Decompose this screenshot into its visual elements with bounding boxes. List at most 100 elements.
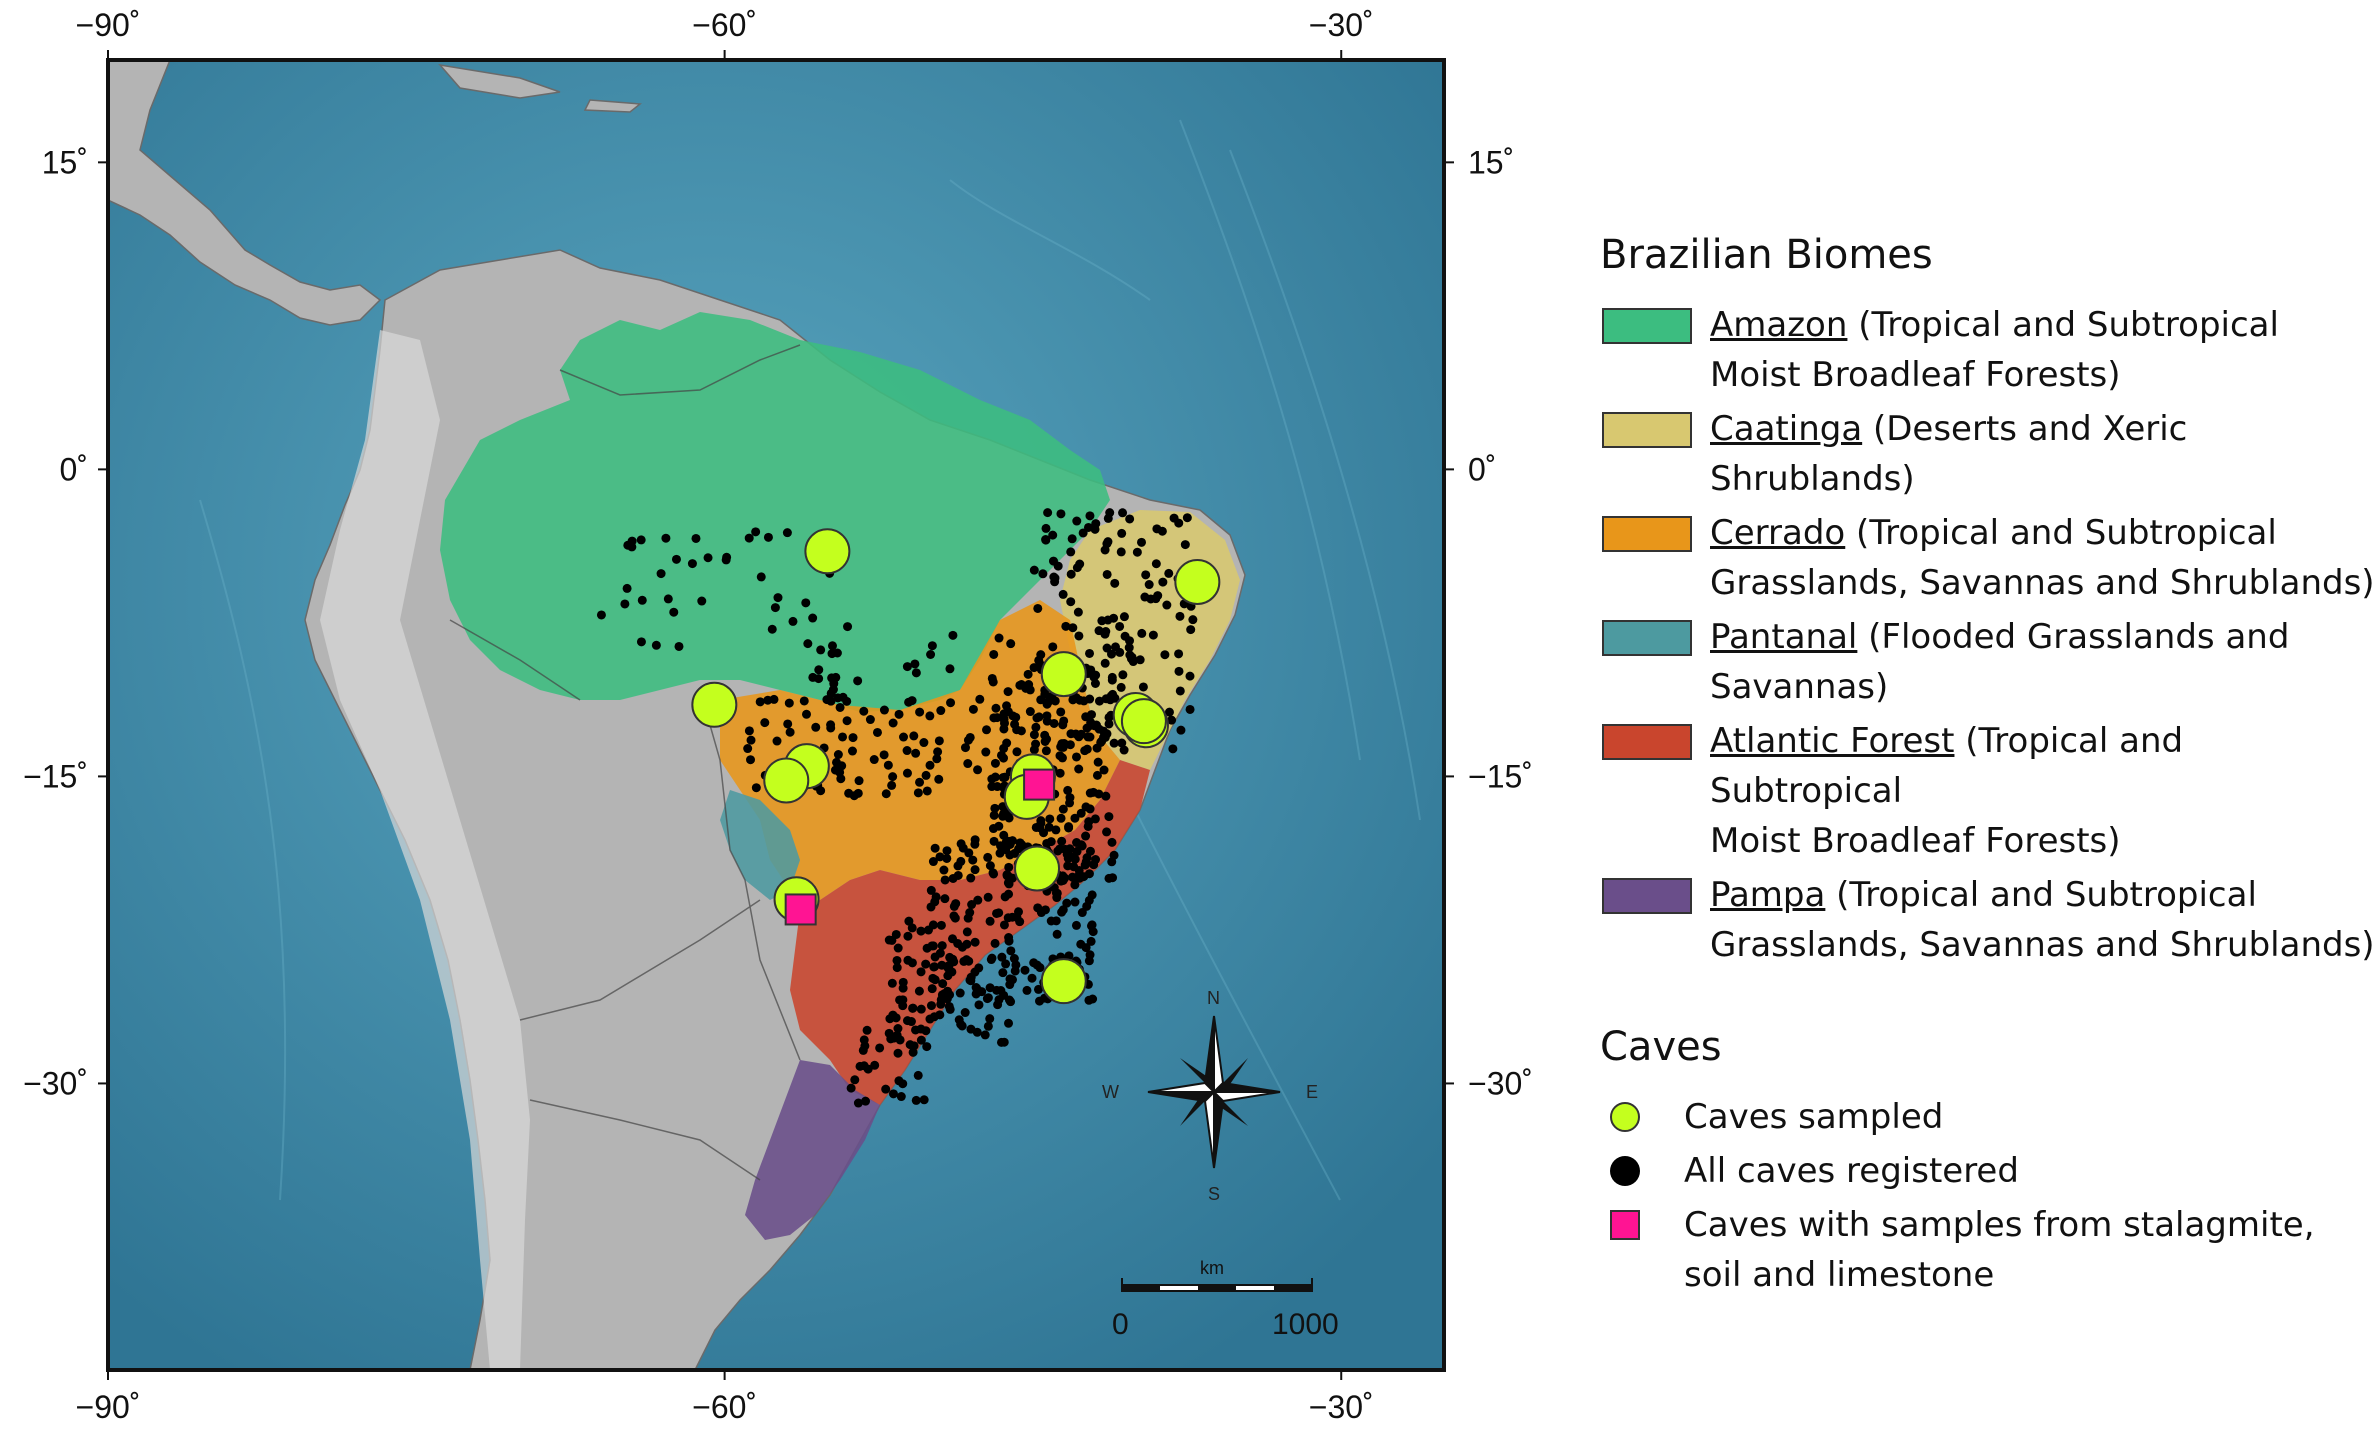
sampled-cave-marker: [1120, 698, 1167, 745]
registered-cave-dot: [893, 1024, 903, 1034]
registered-cave-dot: [1031, 722, 1041, 732]
registered-cave-dot: [985, 916, 995, 926]
registered-cave-dot: [1180, 540, 1190, 550]
registered-cave-dot: [989, 810, 999, 820]
registered-cave-dot: [945, 990, 955, 1000]
y-tick-label-left: 15˚: [42, 144, 88, 180]
registered-cave-dot: [1081, 831, 1091, 841]
registered-cave-dot: [1137, 537, 1147, 547]
registered-cave-dot: [801, 598, 811, 608]
registered-cave-dot: [669, 607, 679, 617]
registered-cave-dot: [1058, 720, 1068, 730]
registered-cave-dot: [853, 676, 863, 686]
registered-cave-dot: [925, 760, 935, 770]
registered-cave-dot: [895, 995, 905, 1005]
registered-cave-dot: [697, 596, 707, 606]
legend: Brazilian Biomes Amazon (Tropical and Su…: [1600, 232, 2380, 1304]
sampled-cave-marker: [804, 528, 851, 575]
registered-cave-dot: [894, 709, 904, 719]
registered-cave-dot: [816, 645, 826, 655]
y-tick-label-left: 0˚: [60, 451, 88, 487]
registered-cave-dot: [990, 803, 1000, 813]
registered-cave-dot: [967, 900, 977, 910]
registered-cave-dot: [915, 707, 925, 717]
registered-cave-dot: [763, 532, 773, 542]
x-tick-label-top: −30˚: [1309, 7, 1374, 43]
registered-cave-dot: [887, 780, 897, 790]
registered-cave-dot: [1034, 655, 1044, 665]
registered-cave-dot: [1063, 785, 1073, 795]
biome-description: (Tropical and Subtropical: [1825, 875, 2257, 915]
registered-cave-dot: [1099, 765, 1109, 775]
cave-legend-label-line2: soil and limestone: [1684, 1255, 1995, 1295]
registered-cave-dot: [1061, 621, 1071, 631]
registered-cave-dot: [1004, 862, 1014, 872]
registered-cave-dot: [1072, 846, 1082, 856]
registered-cave-dot: [661, 533, 671, 543]
registered-cave-dot: [788, 616, 798, 626]
registered-cave-dot: [953, 938, 963, 948]
registered-cave-dot: [1051, 825, 1061, 835]
registered-cave-dot: [1004, 836, 1014, 846]
registered-cave-dot: [1056, 813, 1066, 823]
registered-cave-dot: [1041, 523, 1051, 533]
registered-cave-dot: [1029, 663, 1039, 673]
y-tick-label-right: 0˚: [1468, 451, 1496, 487]
registered-cave-dot: [596, 610, 606, 620]
registered-cave-dot: [1040, 730, 1050, 740]
registered-cave-dot: [1004, 879, 1014, 889]
registered-cave-dot: [744, 533, 754, 543]
registered-cave-dot: [1087, 920, 1097, 930]
registered-cave-dot: [801, 709, 811, 719]
registered-cave-dot: [1088, 994, 1098, 1004]
registered-cave-dot: [1058, 589, 1068, 599]
registered-cave-dot: [746, 735, 756, 745]
registered-cave-dot: [1075, 695, 1085, 705]
registered-cave-dot: [991, 703, 1001, 713]
registered-cave-dot: [1066, 547, 1076, 557]
registered-cave-dot: [772, 736, 782, 746]
registered-cave-dot: [999, 990, 1009, 1000]
registered-cave-dot: [975, 694, 985, 704]
registered-cave-dot: [1174, 649, 1184, 659]
registered-cave-dot: [1058, 804, 1068, 814]
registered-cave-dot: [622, 583, 632, 593]
registered-cave-dot: [1025, 707, 1035, 717]
registered-cave-dot: [937, 941, 947, 951]
registered-cave-dot: [911, 748, 921, 758]
biome-description: (Tropical and Subtropical: [1847, 305, 2279, 345]
registered-cave-dot: [992, 782, 1002, 792]
registered-cave-dot: [896, 1092, 906, 1102]
registered-cave-dot: [1138, 682, 1148, 692]
registered-cave-dot: [1022, 985, 1032, 995]
registered-cave-dot: [1164, 707, 1174, 717]
registered-cave-dot: [992, 713, 1002, 723]
registered-cave-dot: [1174, 518, 1184, 528]
registered-cave-dot: [1185, 704, 1195, 714]
registered-cave-dot: [1090, 524, 1100, 534]
registered-cave-dot: [1115, 621, 1125, 631]
registered-cave-dot: [1023, 669, 1033, 679]
registered-cave-dot: [911, 668, 921, 678]
map-frame: [106, 58, 1446, 1372]
registered-cave-dot: [803, 639, 813, 649]
registered-cave-dot: [860, 1041, 870, 1051]
registered-cave-dot: [935, 852, 945, 862]
registered-cave-dot: [994, 633, 1004, 643]
biome-description-line2: Savannas): [1710, 667, 1889, 707]
registered-cave-dot: [1009, 954, 1019, 964]
registered-cave-dot: [1003, 687, 1013, 697]
registered-cave-dot: [922, 786, 932, 796]
registered-cave-dot: [1109, 738, 1119, 748]
registered-cave-dot: [1046, 916, 1056, 926]
registered-cave-dot: [1158, 577, 1168, 587]
registered-cave-dot: [1033, 603, 1043, 613]
registered-cave-dot: [1067, 534, 1077, 544]
registered-cave-dot: [1096, 737, 1106, 747]
biome-cerrado: [720, 600, 1120, 900]
biome-legend-list: Amazon (Tropical and Subtropical Moist Br…: [1600, 300, 2380, 970]
registered-cave-dot: [928, 920, 938, 930]
registered-cave-dot: [983, 1021, 993, 1031]
biome-swatch: [1602, 412, 1692, 448]
registered-cave-dot: [951, 899, 961, 909]
